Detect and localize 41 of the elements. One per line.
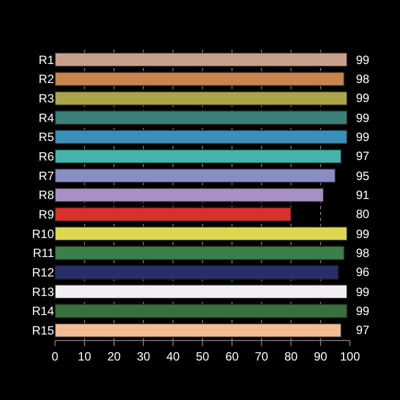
data-label: 99: [356, 53, 370, 67]
data-label: 97: [356, 149, 370, 163]
x-tick-label: 70: [254, 349, 268, 364]
x-tick-label: 10: [78, 349, 92, 364]
data-label: 95: [356, 169, 370, 183]
data-label: 99: [356, 130, 370, 144]
x-tick-label: 80: [284, 349, 298, 364]
y-tick-label: R15: [32, 324, 54, 338]
x-tick-label: 100: [340, 349, 360, 364]
data-label: 99: [356, 285, 370, 299]
y-tick-label: R8: [38, 188, 54, 202]
y-tick-label: R1: [38, 52, 54, 67]
data-label: 97: [356, 323, 370, 337]
y-tick-label: R9: [38, 208, 54, 222]
data-label: 96: [356, 265, 370, 279]
data-label: 80: [356, 207, 370, 221]
y-tick-label: R5: [38, 130, 54, 144]
x-tick-label: 30: [136, 349, 150, 364]
data-label: 98: [356, 72, 370, 86]
y-tick-label: R14: [32, 304, 54, 318]
y-tick-label: R3: [38, 92, 54, 106]
data-label: 91: [356, 188, 370, 202]
x-tick-label: 90: [314, 349, 328, 364]
x-tick-label: 40: [166, 349, 180, 364]
x-tick-label: 20: [107, 349, 121, 364]
data-label: 99: [356, 91, 370, 105]
y-tick-label: R7: [38, 168, 54, 183]
x-tick-label: 50: [196, 349, 210, 364]
x-tick-label: 0: [52, 349, 59, 364]
data-label: 99: [356, 304, 370, 318]
data-label: 98: [356, 246, 370, 260]
x-tick-label: 60: [225, 349, 239, 364]
y-tick-label: R13: [32, 284, 54, 299]
y-tick-label: R11: [32, 246, 54, 260]
data-label: 99: [356, 227, 370, 241]
y-tick-label: R4: [38, 110, 54, 125]
y-tick-label: R2: [38, 72, 54, 86]
y-tick-label: R10: [32, 226, 54, 241]
y-tick-label: R12: [32, 266, 54, 280]
data-label: 99: [356, 111, 370, 125]
y-tick-label: R6: [38, 150, 54, 164]
